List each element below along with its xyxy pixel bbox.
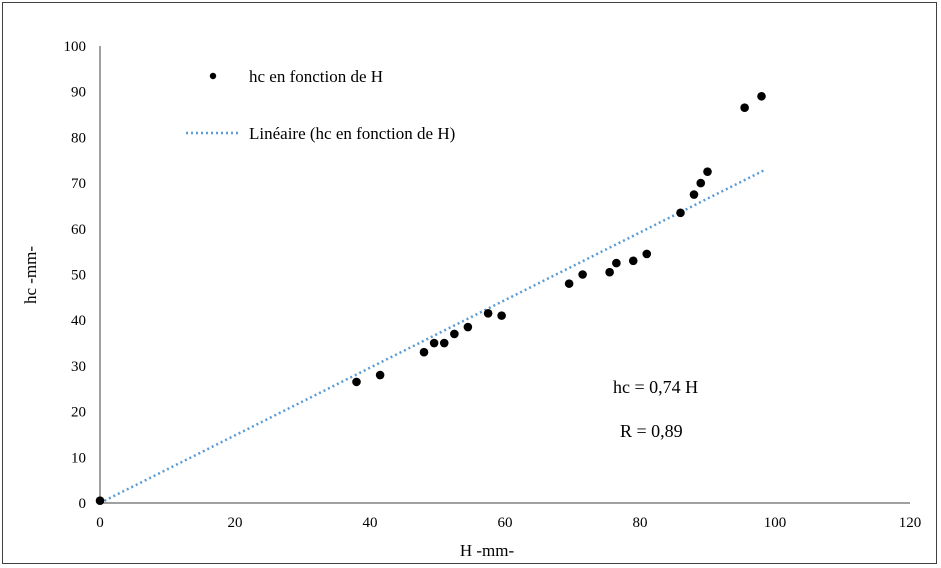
y-tick-label: 50 <box>71 268 86 284</box>
data-point <box>352 377 361 387</box>
data-point <box>689 190 699 199</box>
annotations: hc = 0,74 H R = 0,89 <box>613 377 698 441</box>
x-tick-label: 0 <box>96 515 104 531</box>
y-tick-label: 10 <box>71 450 86 466</box>
x-tick-label: 40 <box>363 515 378 531</box>
y-tick-label: 20 <box>71 405 86 421</box>
data-point <box>375 370 385 380</box>
equation-annotation: hc = 0,74 H <box>613 377 698 397</box>
y-tick-label: 70 <box>71 176 86 192</box>
y-tick-label: 0 <box>79 496 87 512</box>
y-tick-label: 60 <box>71 222 86 238</box>
r-value-annotation: R = 0,89 <box>620 421 683 441</box>
data-point <box>703 167 712 176</box>
x-tick-labels: 0 20 40 60 80 100 120 <box>96 515 921 531</box>
x-tick-label: 20 <box>228 515 243 531</box>
data-point <box>483 309 493 318</box>
y-tick-label: 30 <box>71 359 86 375</box>
y-tick-label: 40 <box>71 313 86 329</box>
scatter-chart: 0 10 20 30 40 50 60 70 80 90 100 0 20 40 60 80 100 120 H… <box>21 39 921 560</box>
data-point <box>757 91 766 101</box>
data-point <box>95 496 105 506</box>
legend: hc en fonction de H Linéaire (hc en fonc… <box>186 67 455 143</box>
x-tick-label: 100 <box>764 515 787 531</box>
y-tick-label: 80 <box>71 130 86 146</box>
axes-layer <box>99 46 910 504</box>
y-axis-title: hc -mm- <box>21 246 40 304</box>
data-point <box>628 256 638 266</box>
x-tick-label: 120 <box>899 515 922 531</box>
y-tick-label: 100 <box>64 39 87 55</box>
data-point <box>439 338 449 348</box>
data-point <box>740 103 749 112</box>
data-point <box>450 329 459 339</box>
x-axis-title: H -mm- <box>460 541 515 560</box>
data-point <box>578 270 587 279</box>
legend-label-trendline: Linéaire (hc en fonction de H) <box>249 124 455 143</box>
y-tick-labels: 0 10 20 30 40 50 60 70 80 90 100 <box>64 39 87 512</box>
data-point <box>676 208 685 218</box>
y-tick-label: 90 <box>71 85 86 101</box>
legend-label-series: hc en fonction de H <box>249 67 383 86</box>
data-point <box>463 322 473 332</box>
data-point <box>642 249 652 259</box>
x-tick-label: 60 <box>498 515 513 531</box>
trendline <box>99 168 766 505</box>
x-tick-label: 80 <box>633 515 648 531</box>
data-point <box>419 347 429 357</box>
data-points-layer <box>95 91 766 506</box>
legend-marker-point <box>209 72 217 80</box>
trendline-layer <box>99 168 766 505</box>
data-point <box>696 178 706 188</box>
data-point <box>612 258 621 268</box>
data-point <box>605 267 614 277</box>
data-point <box>429 338 439 348</box>
data-point <box>564 279 574 288</box>
data-point <box>497 311 506 320</box>
